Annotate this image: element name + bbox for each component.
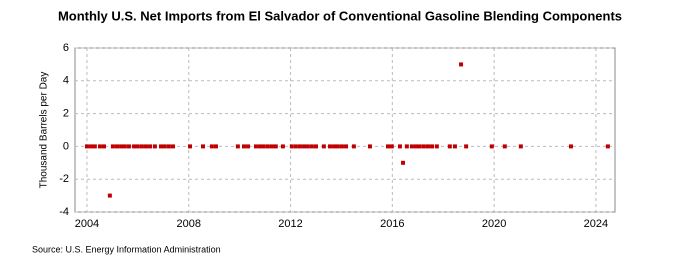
point	[339, 144, 344, 149]
x-tick-label: 2004	[75, 218, 99, 230]
x-tick-label: 2020	[482, 218, 506, 230]
point	[84, 144, 89, 149]
point	[417, 144, 422, 149]
point	[89, 144, 94, 149]
point	[297, 144, 302, 149]
point	[143, 144, 148, 149]
point	[430, 144, 435, 149]
point	[110, 144, 115, 149]
point	[246, 144, 251, 149]
x-tick-label: 2016	[380, 218, 404, 230]
point	[302, 144, 307, 149]
point	[344, 144, 349, 149]
point	[413, 144, 418, 149]
point	[253, 144, 258, 149]
point	[213, 144, 218, 149]
point	[452, 144, 457, 149]
point	[309, 144, 314, 149]
y-tick-label: 0	[63, 140, 69, 152]
point	[148, 144, 153, 149]
point	[386, 144, 391, 149]
point	[305, 144, 310, 149]
y-tick-label: 2	[63, 108, 69, 120]
point	[261, 144, 266, 149]
point	[313, 144, 318, 149]
point	[209, 144, 214, 149]
point	[464, 144, 469, 149]
point	[126, 144, 131, 149]
point	[293, 144, 298, 149]
source-note: Source: U.S. Energy Information Administ…	[32, 244, 221, 254]
point	[404, 144, 409, 149]
point	[421, 144, 426, 149]
point	[107, 193, 112, 198]
point	[351, 144, 356, 149]
chart-title: Monthly U.S. Net Imports from El Salvado…	[58, 8, 622, 23]
point	[135, 144, 140, 149]
point	[119, 144, 124, 149]
point	[401, 160, 406, 165]
point	[166, 144, 171, 149]
y-tick-label: -4	[59, 206, 69, 218]
point	[201, 144, 206, 149]
y-tick-label: -2	[59, 173, 69, 185]
point	[605, 144, 610, 149]
point	[92, 144, 97, 149]
point	[235, 144, 240, 149]
plot-frame	[74, 47, 616, 213]
point	[273, 144, 278, 149]
point	[269, 144, 274, 149]
point	[409, 144, 414, 149]
x-tick-label: 2024	[584, 218, 608, 230]
point	[434, 144, 439, 149]
point	[139, 144, 144, 149]
point	[132, 144, 137, 149]
point	[188, 144, 193, 149]
point	[425, 144, 430, 149]
point	[459, 62, 464, 67]
point	[321, 144, 326, 149]
point	[122, 144, 127, 149]
point	[102, 144, 107, 149]
point	[502, 144, 507, 149]
point	[489, 144, 494, 149]
point	[518, 144, 523, 149]
point	[258, 144, 263, 149]
y-axis-label: Thousand Barrels per Day	[39, 72, 50, 189]
point	[152, 144, 157, 149]
point	[170, 144, 175, 149]
point	[327, 144, 332, 149]
point	[289, 144, 294, 149]
point	[332, 144, 337, 149]
y-tick-label: 4	[63, 75, 69, 87]
y-tick-label: 6	[63, 42, 69, 54]
x-tick-label: 2012	[278, 218, 302, 230]
point	[162, 144, 167, 149]
point	[159, 144, 164, 149]
point	[97, 144, 102, 149]
point	[389, 144, 394, 149]
point	[241, 144, 246, 149]
point	[367, 144, 372, 149]
point	[447, 144, 452, 149]
point	[114, 144, 119, 149]
x-tick-label: 2008	[177, 218, 201, 230]
point	[280, 144, 285, 149]
point	[265, 144, 270, 149]
point	[568, 144, 573, 149]
point	[397, 144, 402, 149]
point	[335, 144, 340, 149]
